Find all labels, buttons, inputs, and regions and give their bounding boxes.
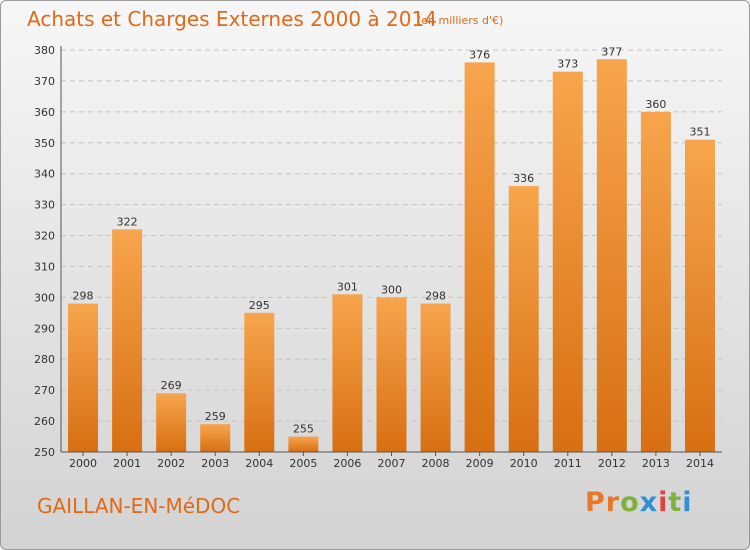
bar (68, 303, 99, 452)
logo-letter: i (682, 487, 693, 518)
bar (508, 186, 539, 453)
bar (640, 111, 671, 452)
y-tick-label: 340 (34, 168, 55, 181)
chart-unit-label: (en milliers d'€) (417, 14, 504, 27)
data-label: 298 (73, 290, 94, 303)
logo-letter: o (620, 487, 640, 518)
x-tick-label: 2006 (333, 457, 361, 470)
bars (68, 59, 715, 453)
x-tick-label: 2003 (201, 457, 229, 470)
data-label: 351 (689, 126, 710, 139)
x-tick-label: 2009 (466, 457, 494, 470)
data-label: 300 (381, 283, 402, 296)
x-tick-label: 2012 (598, 457, 626, 470)
x-tick-label: 2007 (378, 457, 406, 470)
y-tick-label: 350 (34, 137, 55, 150)
y-tick-label: 290 (34, 322, 55, 335)
x-tick-label: 2011 (554, 457, 582, 470)
bar (376, 297, 407, 452)
logo-letter: P (585, 487, 606, 518)
y-tick-label: 360 (34, 106, 55, 119)
x-tick-label: 2004 (245, 457, 273, 470)
logo-letter: x (639, 487, 659, 518)
axes: 250 260 270 280 290 300 310 320 330 340 350 360 370 3… (34, 44, 722, 470)
bar (464, 62, 495, 452)
bar (332, 294, 363, 452)
logo-letter: i (658, 487, 669, 518)
x-tick-label: 2005 (289, 457, 317, 470)
data-label: 360 (645, 98, 666, 111)
x-tick-label: 2010 (510, 457, 538, 470)
y-tick-label: 370 (34, 75, 55, 88)
data-label: 322 (117, 215, 138, 228)
y-tick-label: 320 (34, 230, 55, 243)
y-tick-label: 380 (34, 44, 55, 57)
y-tick-label: 330 (34, 199, 55, 212)
data-label: 376 (469, 48, 490, 61)
x-tick-label: 2002 (157, 457, 185, 470)
y-tick-label: 270 (34, 384, 55, 397)
chart-title: Achats et Charges Externes 2000 à 2014 (27, 7, 437, 31)
bar (684, 139, 715, 452)
bar (200, 424, 231, 452)
logo-letter: r (605, 487, 621, 518)
logo-letter: t (668, 487, 683, 518)
x-tick-label: 2008 (422, 457, 450, 470)
data-label: 301 (337, 280, 358, 293)
bar (420, 303, 451, 452)
bar (244, 312, 275, 452)
data-label: 295 (249, 299, 270, 312)
bar (552, 71, 583, 453)
x-tick-label: 2000 (69, 457, 97, 470)
x-tick-label: 2001 (113, 457, 141, 470)
bar (596, 59, 627, 453)
y-tick-label: 310 (34, 260, 55, 273)
data-label: 377 (601, 45, 622, 58)
data-label: 336 (513, 172, 534, 185)
proxiti-logo: Proxiti (585, 487, 693, 518)
data-label: 255 (293, 423, 314, 436)
x-tick-label: 2014 (686, 457, 714, 470)
data-label: 269 (161, 379, 182, 392)
y-tick-label: 260 (34, 415, 55, 428)
commune-name: GAILLAN-EN-MéDOC (37, 494, 241, 518)
bar (288, 436, 319, 452)
data-label: 298 (425, 290, 446, 303)
data-label: 373 (557, 58, 578, 71)
bar (156, 393, 187, 452)
y-tick-label: 280 (34, 353, 55, 366)
x-tick-label: 2013 (642, 457, 670, 470)
bar (112, 229, 143, 452)
y-tick-label: 250 (34, 446, 55, 459)
y-tick-label: 300 (34, 291, 55, 304)
data-label: 259 (205, 410, 226, 423)
